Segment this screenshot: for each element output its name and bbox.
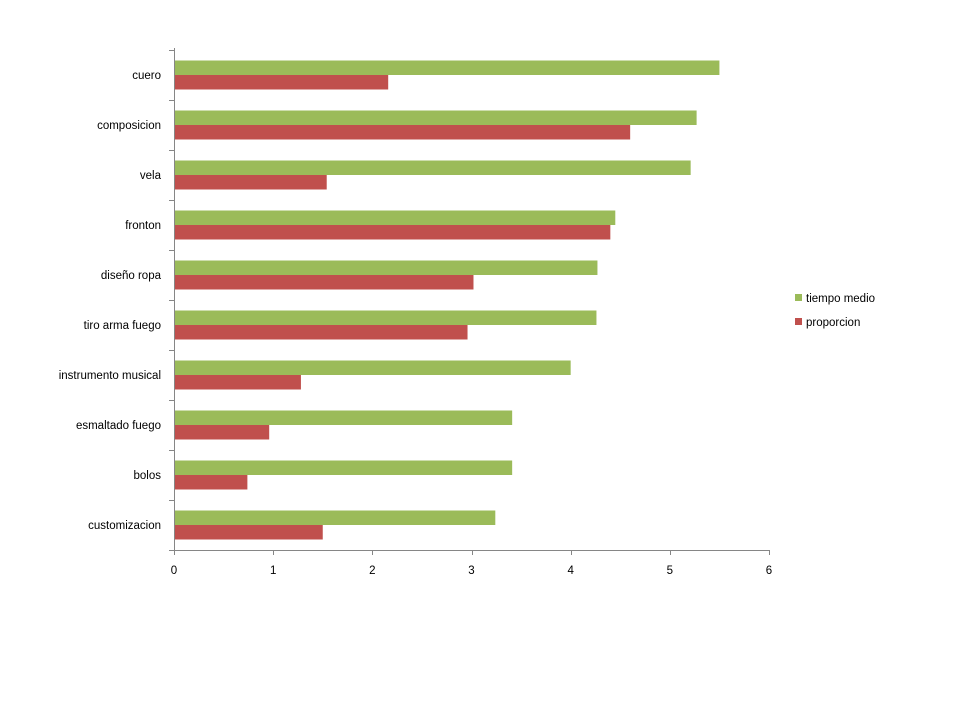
bar-proporcion-6	[175, 375, 301, 390]
category-label: composicion	[97, 120, 161, 132]
bar-proporcion-5	[175, 325, 468, 340]
category-labels: cuero composicion vela fronton diseño ropa ti…	[59, 70, 162, 532]
x-tick-label: 0	[171, 565, 177, 577]
category-label: vela	[140, 170, 162, 182]
bar-tiempo-medio-7	[175, 410, 513, 425]
x-tick-label: 4	[567, 565, 574, 577]
bar-tiempo-medio-4	[175, 260, 598, 275]
x-axis-ticks	[174, 550, 770, 555]
legend-label-tiempo-medio: tiempo medio	[806, 293, 875, 305]
bar-proporcion-1	[175, 125, 631, 140]
category-label: diseño ropa	[101, 270, 162, 282]
bar-tiempo-medio-1	[175, 110, 697, 125]
category-label: cuero	[132, 70, 161, 82]
x-tick-label: 1	[270, 565, 276, 577]
x-tick-label: 3	[468, 565, 474, 577]
bar-tiempo-medio-8	[175, 460, 513, 475]
legend: tiempo medio proporcion	[795, 293, 875, 329]
bar-tiempo-medio-6	[175, 360, 571, 375]
bar-proporcion-3	[175, 225, 611, 240]
y-axis-ticks	[169, 50, 174, 551]
x-tick-labels: 0 1 2 3 4 5 6	[171, 565, 772, 577]
category-label: fronton	[125, 220, 161, 232]
bar-tiempo-medio-0	[175, 60, 720, 75]
category-label: esmaltado fuego	[76, 420, 161, 432]
category-label: instrumento musical	[59, 370, 161, 382]
bars-group	[175, 60, 720, 540]
category-label: tiro arma fuego	[84, 320, 161, 332]
x-tick-label: 5	[667, 565, 673, 577]
x-tick-label: 2	[369, 565, 375, 577]
bar-proporcion-4	[175, 275, 474, 290]
bar-tiempo-medio-3	[175, 210, 616, 225]
category-label: bolos	[134, 470, 162, 482]
bar-tiempo-medio-5	[175, 310, 597, 325]
bar-tiempo-medio-2	[175, 160, 691, 175]
legend-swatch-proporcion	[795, 318, 802, 325]
bar-proporcion-7	[175, 425, 270, 440]
legend-label-proporcion: proporcion	[806, 317, 860, 329]
x-tick-label: 6	[766, 565, 772, 577]
bar-tiempo-medio-9	[175, 510, 496, 525]
bar-proporcion-0	[175, 75, 389, 90]
bar-proporcion-8	[175, 475, 248, 490]
legend-swatch-tiempo-medio	[795, 294, 802, 301]
bar-proporcion-9	[175, 525, 323, 540]
bar-proporcion-2	[175, 175, 327, 190]
category-label: customizacion	[88, 520, 161, 532]
